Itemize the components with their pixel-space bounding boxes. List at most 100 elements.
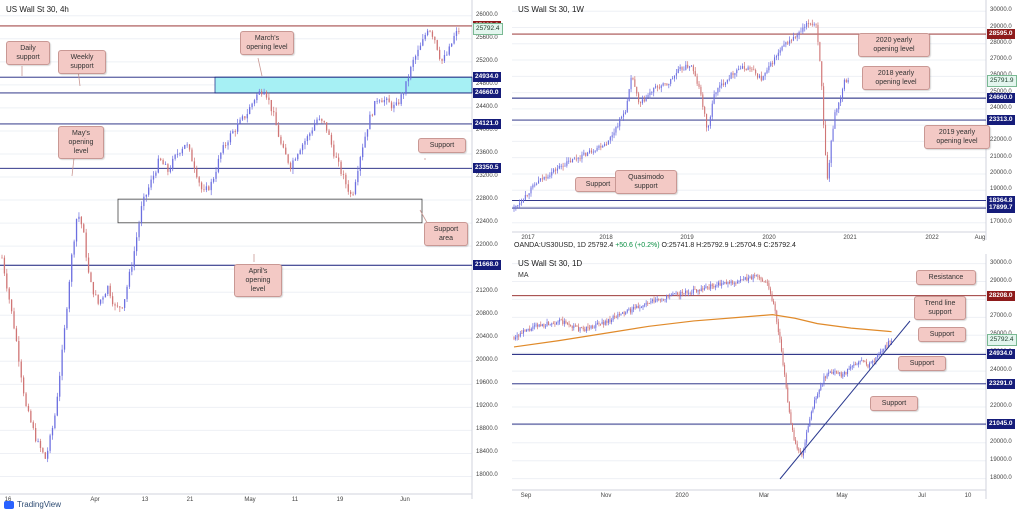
candle-body (131, 266, 133, 272)
candle-body (419, 45, 422, 50)
callout-pointer (257, 57, 263, 77)
candle-body (604, 143, 606, 146)
candle-body (766, 282, 768, 284)
candle-body (97, 294, 99, 304)
candle-body (694, 288, 696, 290)
candle-body (622, 113, 625, 117)
candle-body (429, 30, 431, 32)
candle-body (721, 283, 723, 286)
candle-body (732, 281, 734, 284)
candle-body (172, 158, 174, 170)
candle-body (398, 102, 400, 105)
candle-body (342, 174, 345, 175)
y-tick-label: 18800.0 (476, 426, 498, 433)
candle-body (640, 307, 642, 309)
candle-body (841, 89, 844, 99)
candle-body (636, 86, 638, 94)
x-tick-label: 2021 (843, 235, 857, 241)
candle-body (751, 276, 753, 280)
candle-body (68, 281, 70, 309)
candle-body (749, 67, 751, 69)
candle-body (798, 31, 800, 36)
chart-daily-panel[interactable]: US Wall St 30, 1D MA (512, 254, 1024, 499)
callout-weekly-support: Weekly support (58, 50, 106, 74)
candle-body (638, 93, 640, 103)
y-tick-label: 21200.0 (476, 288, 498, 295)
candle-body (658, 299, 660, 300)
candle-body (845, 79, 847, 82)
candle-body (200, 182, 203, 190)
candle-body (840, 98, 842, 103)
candle-body (836, 371, 838, 373)
candle-body (579, 158, 581, 160)
candle-body (651, 299, 653, 302)
candle-body (705, 286, 707, 289)
candle-body (59, 375, 61, 397)
candle-body (754, 275, 756, 277)
candle-body (688, 292, 690, 294)
candle-body (323, 120, 325, 123)
candle-body (414, 56, 417, 60)
candle-body (306, 136, 309, 142)
chart-daily-svg (512, 254, 987, 499)
candle-body (726, 79, 728, 83)
candle-body (747, 67, 749, 70)
candle-body (672, 78, 674, 80)
callout-daily-support: Daily support (6, 41, 50, 65)
candle-body (744, 277, 746, 280)
candle-body (261, 91, 263, 95)
ohlc-open: O:25741.8 (661, 242, 695, 249)
candle-body (181, 148, 183, 154)
candle-body (596, 323, 598, 324)
candle-body (669, 295, 671, 297)
candle-body (340, 161, 342, 175)
candle-body (706, 113, 708, 128)
candle-body (143, 196, 145, 207)
candle-body (738, 281, 740, 282)
candle-body (381, 100, 383, 103)
candle-body (107, 285, 109, 294)
candle-body (10, 299, 13, 312)
candle-body (359, 157, 361, 171)
candle-body (886, 345, 888, 347)
candle-body (823, 86, 825, 125)
candle-body (521, 201, 523, 203)
candle-body (873, 361, 875, 362)
candle-body (718, 282, 720, 286)
candle-body (633, 307, 635, 310)
candle-body (133, 251, 135, 267)
candle-body (804, 26, 806, 28)
candle-body (781, 46, 783, 51)
candle-body (648, 302, 650, 304)
tradingview-footer[interactable]: TradingView (4, 500, 61, 509)
candle-body (268, 97, 270, 100)
candle-body (54, 415, 56, 428)
candle-body (386, 98, 388, 101)
candle-body (584, 329, 586, 332)
candle-body (152, 175, 155, 180)
chart-4h-panel[interactable]: US Wall St 30, 4h (0, 0, 508, 499)
candle-body (405, 81, 407, 94)
candle-body (573, 158, 575, 160)
level-badge-21668.0: 21668.0 (473, 260, 501, 271)
candle-body (817, 393, 819, 398)
candle-body (196, 168, 198, 178)
candle-body (273, 111, 275, 113)
candle-body (138, 223, 140, 238)
callout-may-opening: May's opening level (58, 126, 104, 159)
candle-body (566, 323, 568, 324)
candle-body (867, 364, 869, 368)
candle-body (116, 305, 119, 307)
chart-weekly-panel[interactable]: US Wall St 30, 1W (512, 0, 1024, 240)
candle-body (582, 327, 584, 330)
candle-body (557, 321, 559, 323)
candle-body (527, 328, 529, 330)
y-tick-label: 30000.0 (990, 7, 1012, 14)
level-badge-28595.0: 28595.0 (987, 29, 1015, 40)
x-tick-label: Nov (600, 493, 612, 499)
candle-body (626, 100, 628, 113)
candle-body (838, 102, 840, 110)
candle-body (119, 306, 121, 308)
ohlc-high: H:25792.9 (696, 242, 729, 249)
candle-body (20, 361, 22, 378)
